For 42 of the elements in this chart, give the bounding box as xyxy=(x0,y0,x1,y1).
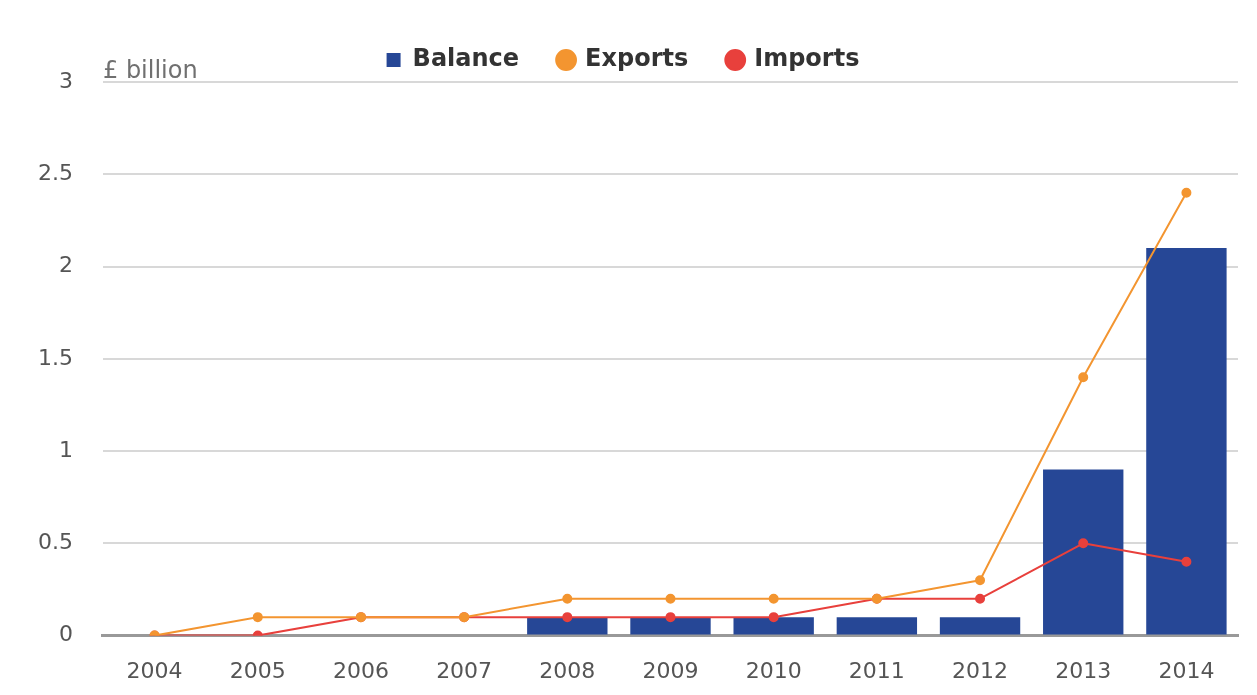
legend-label: Balance xyxy=(412,44,520,73)
x-tick-label: 2008 xyxy=(539,657,596,683)
bar xyxy=(1146,248,1227,635)
legend-label: Imports xyxy=(754,44,860,73)
y-tick-label: 1 xyxy=(58,436,73,462)
point xyxy=(665,593,676,604)
bar xyxy=(733,617,814,635)
point xyxy=(1078,372,1089,383)
bar xyxy=(836,617,918,635)
point xyxy=(665,612,676,623)
x-tick-label: 2004 xyxy=(126,657,183,683)
point xyxy=(562,612,573,623)
bar xyxy=(630,617,711,635)
x-tick-label: 2005 xyxy=(229,657,286,683)
point xyxy=(768,612,779,623)
point xyxy=(562,593,573,604)
bar xyxy=(939,617,1021,635)
y-axis-title: £ billion xyxy=(102,56,198,85)
point xyxy=(1078,538,1089,549)
x-tick-label: 2010 xyxy=(745,657,802,683)
x-tick-label: 2009 xyxy=(642,657,699,683)
x-tick-label: 2012 xyxy=(952,657,1009,683)
x-tick-label: 2011 xyxy=(848,657,905,683)
x-tick-label: 2013 xyxy=(1055,657,1112,683)
point xyxy=(975,593,986,604)
y-tick-label: 1.5 xyxy=(37,344,73,370)
point xyxy=(1181,187,1192,198)
point xyxy=(252,612,263,623)
x-tick-label: 2007 xyxy=(436,657,493,683)
point xyxy=(768,593,779,604)
point xyxy=(1181,556,1192,567)
bar xyxy=(1043,469,1124,635)
y-tick-label: 0 xyxy=(58,621,73,647)
bar xyxy=(527,617,608,635)
x-tick-label: 2014 xyxy=(1158,657,1215,683)
y-tick-label: 0.5 xyxy=(37,529,73,555)
legend-label: Exports xyxy=(585,44,689,73)
x-tick-label: 2006 xyxy=(332,657,389,683)
point xyxy=(975,575,986,586)
y-tick-label: 2 xyxy=(58,252,73,278)
y-tick-label: 3 xyxy=(58,67,73,93)
y-tick-label: 2.5 xyxy=(37,159,73,185)
